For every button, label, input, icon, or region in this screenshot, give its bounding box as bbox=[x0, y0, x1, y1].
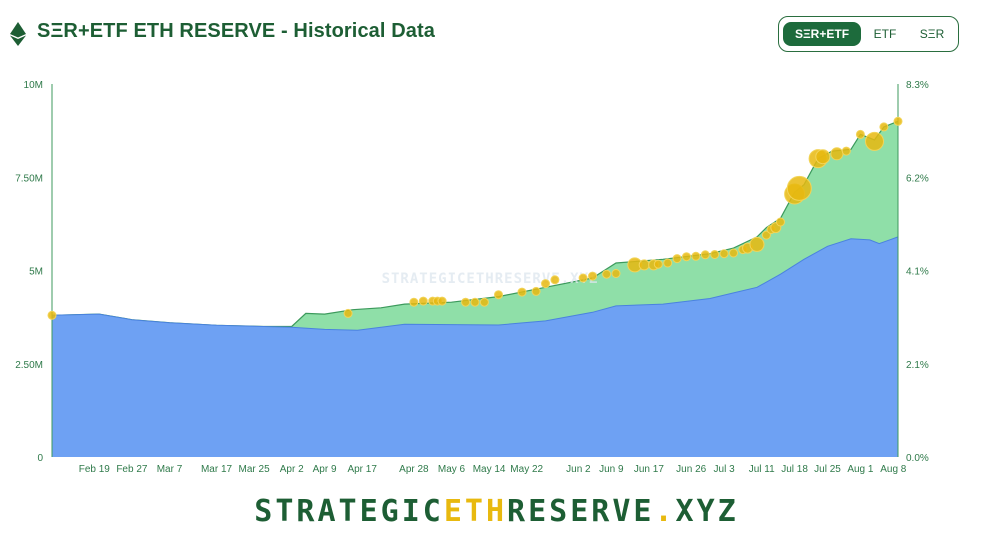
purchase-bubble bbox=[638, 259, 650, 271]
toggle-ser-etf-button[interactable]: SΞR+ETF bbox=[783, 22, 861, 46]
x-tick-label: Jul 3 bbox=[714, 464, 736, 475]
purchase-bubble bbox=[494, 290, 503, 300]
purchase-bubble bbox=[461, 297, 471, 307]
footer-brand-xyz: XYZ bbox=[675, 494, 739, 529]
x-tick-label: Jun 17 bbox=[634, 464, 664, 475]
ethereum-icon bbox=[10, 22, 26, 46]
x-tick-label: Jul 18 bbox=[781, 464, 808, 475]
purchase-bubble bbox=[682, 252, 691, 262]
purchase-bubble bbox=[893, 116, 903, 126]
purchase-bubble bbox=[409, 297, 419, 307]
purchase-bubble bbox=[437, 296, 447, 306]
y-right-tick-label: 4.1% bbox=[906, 267, 929, 278]
purchase-bubble bbox=[691, 251, 701, 261]
footer-brand: STRATEGICETHRESERVE.XYZ bbox=[0, 494, 993, 529]
purchase-bubble bbox=[343, 308, 353, 318]
purchase-bubble bbox=[786, 175, 812, 201]
x-tick-label: Apr 2 bbox=[280, 464, 304, 475]
purchase-bubble bbox=[550, 275, 560, 285]
purchase-bubble bbox=[865, 131, 884, 151]
purchase-bubble bbox=[700, 250, 710, 260]
footer-brand-dot: . bbox=[654, 494, 676, 529]
footer-brand-eth: ETH bbox=[443, 494, 508, 529]
y-right-tick-label: 2.1% bbox=[906, 360, 929, 371]
purchase-bubble bbox=[578, 273, 588, 283]
y-left-tick-label: 5M bbox=[29, 267, 43, 278]
x-tick-label: Apr 28 bbox=[399, 464, 429, 475]
x-tick-label: Mar 25 bbox=[239, 464, 271, 475]
purchase-bubble bbox=[776, 217, 785, 227]
etf-area bbox=[52, 236, 898, 457]
x-tick-label: May 14 bbox=[473, 464, 506, 475]
purchase-bubble bbox=[479, 297, 489, 307]
purchase-bubble bbox=[602, 269, 612, 279]
purchase-bubble bbox=[418, 296, 428, 306]
purchase-bubble bbox=[719, 249, 729, 259]
purchase-bubble bbox=[855, 129, 865, 139]
y-left-tick-label: 7.50M bbox=[15, 173, 43, 184]
purchase-bubble bbox=[672, 254, 682, 264]
series-toggle: SΞR+ETF ETF SΞR bbox=[778, 16, 959, 52]
x-tick-label: Feb 27 bbox=[116, 464, 148, 475]
x-tick-label: May 22 bbox=[510, 464, 543, 475]
footer-brand-reserve: RESERVE bbox=[507, 494, 655, 529]
purchase-bubble bbox=[841, 146, 851, 156]
x-tick-label: Jul 11 bbox=[749, 464, 775, 475]
toggle-ser-button[interactable]: SΞR bbox=[919, 27, 945, 41]
reserve-chart: 0 2.50M 5M 7.50M 10M 0.0% 2.1% 4.1% 6.2% 8.3% STRA… bbox=[15, 80, 929, 475]
purchase-bubble bbox=[653, 259, 663, 269]
purchase-bubble bbox=[588, 271, 597, 281]
purchase-bubble bbox=[815, 149, 831, 165]
purchase-bubble bbox=[541, 279, 550, 289]
x-tick-label: Jun 2 bbox=[566, 464, 591, 475]
x-tick-label: Feb 19 bbox=[79, 464, 111, 475]
header: SΞR+ETF ETH RESERVE - Historical Data SΞ… bbox=[0, 0, 993, 70]
toggle-etf-button[interactable]: ETF bbox=[873, 27, 897, 41]
x-tick-label: Jul 25 bbox=[814, 464, 841, 475]
x-tick-label: Apr 17 bbox=[347, 464, 377, 475]
page-title: SΞR+ETF ETH RESERVE - Historical Data bbox=[37, 20, 435, 42]
purchase-bubble bbox=[611, 269, 621, 278]
y-right-tick-label: 8.3% bbox=[906, 80, 929, 91]
purchase-bubble bbox=[879, 122, 889, 132]
y-left-tick-label: 0 bbox=[37, 453, 43, 464]
x-tick-label: Jun 9 bbox=[599, 464, 624, 475]
x-tick-label: Mar 7 bbox=[157, 464, 183, 475]
purchase-bubble bbox=[710, 250, 720, 259]
purchase-bubble bbox=[47, 310, 57, 320]
purchase-bubble bbox=[663, 258, 673, 268]
x-tick-label: Jun 26 bbox=[676, 464, 706, 475]
y-right-tick-label: 0.0% bbox=[906, 453, 929, 464]
footer-brand-strategic: STRATEGIC bbox=[254, 494, 444, 529]
x-tick-label: Aug 1 bbox=[847, 464, 874, 475]
x-tick-label: Apr 9 bbox=[313, 464, 337, 475]
watermark: STRATEGICETHRESERVE.XYZ bbox=[382, 271, 599, 287]
x-tick-label: Mar 17 bbox=[201, 464, 233, 475]
etf-area-line bbox=[51, 236, 899, 331]
purchase-bubble bbox=[729, 248, 738, 258]
x-tick-label: Aug 8 bbox=[880, 464, 907, 475]
purchase-bubble bbox=[749, 236, 765, 252]
purchase-bubble bbox=[517, 287, 527, 297]
y-left-tick-label: 10M bbox=[24, 80, 43, 91]
purchase-bubble bbox=[830, 147, 844, 161]
purchase-bubble bbox=[531, 286, 541, 296]
x-tick-label: May 6 bbox=[438, 464, 466, 475]
y-left-tick-label: 2.50M bbox=[15, 360, 43, 371]
purchase-bubble bbox=[470, 297, 480, 307]
y-right-tick-label: 6.2% bbox=[906, 173, 929, 184]
